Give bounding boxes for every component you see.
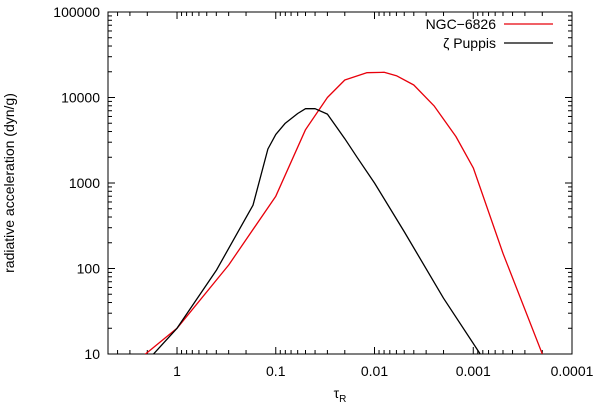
y-tick-label: 100000 xyxy=(53,4,100,20)
series-lines xyxy=(144,71,543,354)
x-axis-label: τR xyxy=(334,385,347,405)
x-tick-label: 1 xyxy=(173,363,181,379)
x-axis-label-main: τ xyxy=(334,385,340,401)
x-tick-label: 0.1 xyxy=(266,363,286,379)
legend-label-zeta-puppis: ζ Puppis xyxy=(443,35,496,51)
x-tick-label: 0.001 xyxy=(456,363,491,379)
y-tick-label: 10 xyxy=(84,346,100,362)
series-line-zeta-puppis xyxy=(152,108,481,354)
x-tick-label: 0.0001 xyxy=(551,363,594,379)
x-axis-label-subscript: R xyxy=(339,394,346,405)
y-axis-ticks: 10 100 1000 10000 100000 xyxy=(53,4,572,362)
y-axis-label: radiative acceleration (dyn/g) xyxy=(1,93,17,273)
x-tick-label: 0.01 xyxy=(361,363,388,379)
series-line-ngc6826 xyxy=(144,71,543,354)
plot-frame xyxy=(107,11,573,355)
y-tick-label: 1000 xyxy=(69,175,100,191)
y-tick-label: 10000 xyxy=(61,90,100,106)
y-tick-label: 100 xyxy=(77,261,101,277)
legend-label-ngc6826: NGC−6826 xyxy=(426,16,497,32)
legend: NGC−6826 ζ Puppis xyxy=(426,16,553,51)
